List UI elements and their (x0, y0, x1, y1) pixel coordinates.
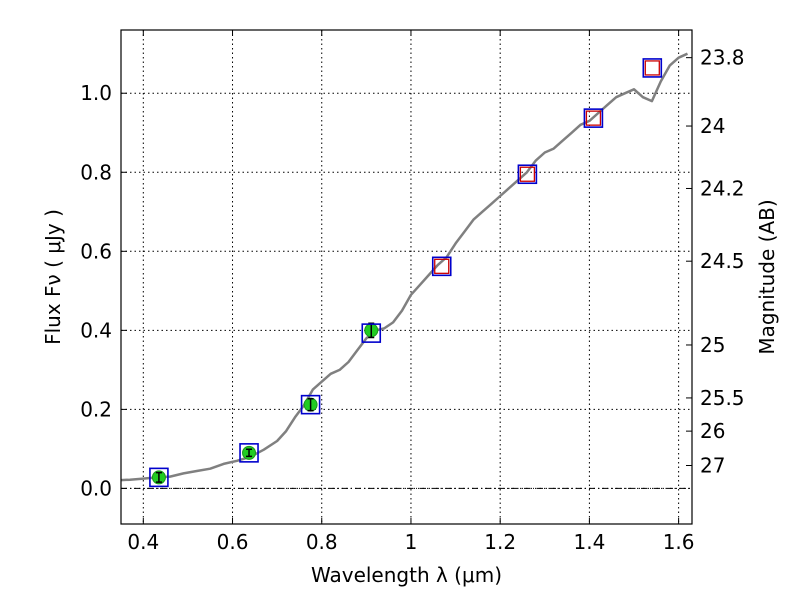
predicted-flux-marker-2 (585, 110, 602, 126)
y-axis-label: Flux Fν ( μJy ) (41, 209, 65, 345)
right-tick-label-6: 26 (700, 419, 725, 443)
error-bar-2 (307, 397, 314, 412)
right-tick-label-1: 24 (700, 114, 725, 138)
right-tick-label-3: 24.5 (700, 249, 745, 273)
marker-layer (149, 58, 663, 488)
y-tick-label-3: 0.6 (80, 239, 112, 263)
plot-frame (120, 29, 693, 525)
x-tick-label-5: 1.4 (573, 530, 605, 554)
right-tick-label-2: 24.2 (700, 176, 745, 200)
model-flux-marker-2 (300, 394, 321, 415)
tick-labels: 0.4 0.6 0.8 1 1.2 1.4 1.6 0.0 0.2 0.4 0.6 0.8 1.0 23.… (80, 46, 744, 554)
model-flux-marker-0 (149, 467, 169, 488)
model-flux-marker-4 (431, 256, 452, 277)
predicted-flux-marker-1 (519, 166, 536, 182)
right-tick-label-5: 25.5 (700, 386, 745, 410)
x-axis-label: Wavelength λ (μm) (311, 563, 502, 587)
x-tick-label-4: 1.2 (484, 530, 516, 554)
right-axis-label: Magnitude (AB) (755, 199, 779, 354)
y-tick-label-5: 1.0 (80, 81, 112, 105)
model-flux-marker-5 (517, 164, 538, 185)
model-flux-marker-7 (642, 58, 663, 78)
right-tick-label-7: 27 (700, 454, 725, 478)
predicted-flux-marker-0 (434, 258, 450, 274)
y-tick-label-4: 0.8 (80, 160, 112, 184)
model-flux-marker-6 (583, 108, 604, 128)
error-bar-3 (368, 322, 375, 339)
y-tick-label-1: 0.2 (80, 397, 112, 421)
y-tick-label-0: 0.0 (80, 476, 112, 500)
right-tick-label-4: 25 (700, 333, 725, 357)
x-tick-label-0: 0.4 (127, 530, 159, 554)
grid (121, 30, 692, 524)
x-tick-label-1: 0.6 (217, 530, 249, 554)
x-tick-label-6: 1.6 (663, 530, 695, 554)
model-flux-marker-1 (239, 443, 259, 463)
error-bar-1 (246, 448, 253, 458)
error-bar-0 (155, 471, 162, 483)
model-flux-marker-3 (361, 323, 382, 343)
x-tick-label-3: 1 (405, 530, 418, 554)
ticks (121, 30, 692, 524)
predicted-flux-marker-3 (644, 60, 660, 76)
y-tick-label-2: 0.4 (80, 318, 112, 342)
x-tick-label-2: 0.8 (306, 530, 338, 554)
right-tick-label-0: 23.8 (700, 46, 745, 70)
